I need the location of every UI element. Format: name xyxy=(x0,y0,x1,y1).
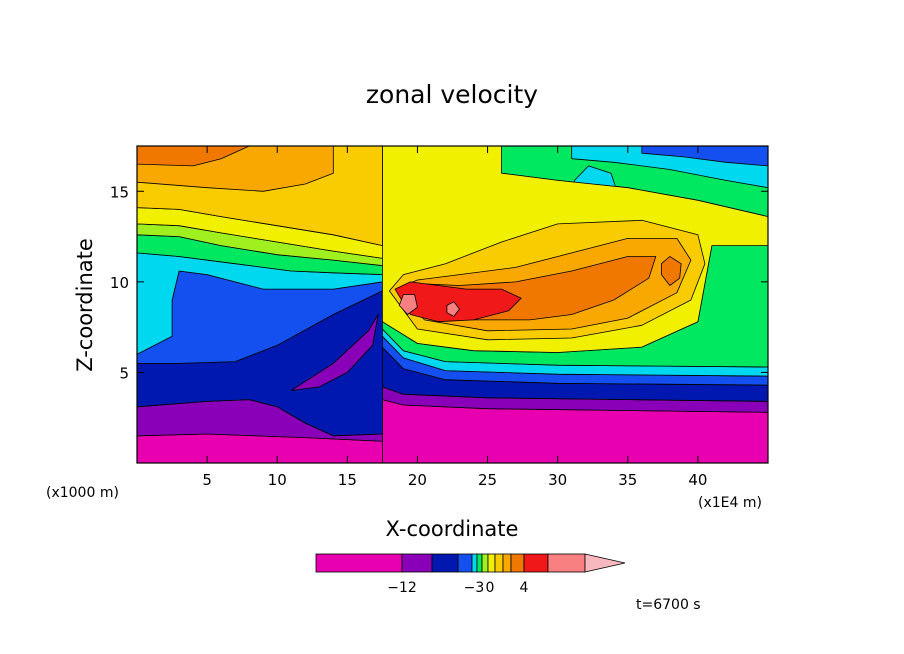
colorbar xyxy=(315,553,626,573)
colorbar-segment xyxy=(471,553,478,573)
x-tick-label: 35 xyxy=(618,471,637,489)
colorbar-segment xyxy=(494,553,504,573)
colorbar-segment xyxy=(502,553,512,573)
colorbar-segment xyxy=(523,553,549,573)
y-tick-label: 15 xyxy=(110,183,129,201)
x-tick-label: 15 xyxy=(338,471,357,489)
contour-region-mid-purple-wedge xyxy=(290,314,379,391)
contour-region-dark-orange-top-left xyxy=(137,146,250,167)
colorbar-segment xyxy=(401,553,433,573)
colorbar-segment xyxy=(457,553,473,573)
y-tick-label: 5 xyxy=(119,364,129,382)
y-unit-label: (x1000 m) xyxy=(46,485,119,501)
contour-region-pink-core-1 xyxy=(398,294,418,315)
contour-region-red-jet-core xyxy=(394,281,522,323)
colorbar-label: 0 xyxy=(486,580,495,596)
x-tick-label: 20 xyxy=(408,471,427,489)
x-tick-label: 10 xyxy=(268,471,287,489)
x-tick-label: 40 xyxy=(688,471,707,489)
colorbar-label: −12 xyxy=(387,580,417,596)
colorbar-segment xyxy=(476,553,483,573)
colorbar-segment xyxy=(315,553,403,573)
plot-area xyxy=(137,146,768,463)
x-axis-label: X-coordinate xyxy=(386,517,519,541)
colorbar-label: 4 xyxy=(520,580,529,596)
x-tick-label: 25 xyxy=(478,471,497,489)
x-tick-label: 30 xyxy=(548,471,567,489)
x-unit-label: (x1E4 m) xyxy=(698,495,762,511)
colorbar-extension-arrow xyxy=(584,553,626,573)
contour-region-orange-blob-right xyxy=(661,256,682,286)
plot-frame xyxy=(136,145,769,464)
colorbar-segment xyxy=(547,553,586,573)
contour-region-pink-core-2 xyxy=(446,301,460,317)
x-tick-label: 5 xyxy=(202,471,212,489)
chart-title: zonal velocity xyxy=(366,80,538,109)
y-tick-label: 10 xyxy=(110,274,129,292)
colorbar-labels: −12 −3 0 4 xyxy=(387,580,528,596)
colorbar-segment xyxy=(487,553,496,573)
contour-region-blue-top-right xyxy=(641,146,768,167)
y-axis: 5 10 15 xyxy=(110,183,768,382)
x-axis: 5 10 15 20 25 30 35 40 xyxy=(202,146,707,489)
colorbar-label: −3 xyxy=(464,580,485,596)
colorbar-segment xyxy=(481,553,489,573)
y-axis-label: Z-coordinate xyxy=(73,238,97,372)
contour-regions xyxy=(137,146,768,463)
colorbar-segment xyxy=(431,553,459,573)
colorbar-segment xyxy=(510,553,525,573)
time-label: t=6700 s xyxy=(636,597,701,613)
